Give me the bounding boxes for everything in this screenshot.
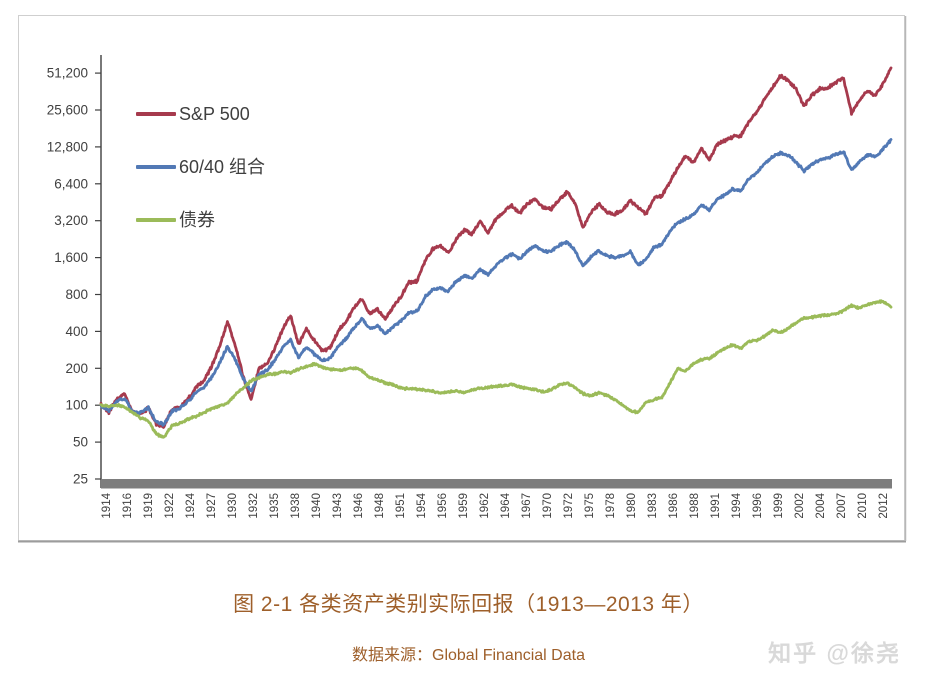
legend-label-6040: 60/40 组合 xyxy=(179,157,266,177)
legend-swatch-6040 xyxy=(136,165,176,169)
legend-row-6040: 60/40 组合 xyxy=(136,156,265,178)
legend-row-sp500: S&P 500 xyxy=(136,103,265,125)
watermark-zhihu: 知乎 @徐尧 xyxy=(768,640,901,666)
y-tick-label: 800 xyxy=(65,287,88,302)
series-line-0 xyxy=(99,66,893,429)
x-tick-label: 1914 xyxy=(101,492,113,518)
legend-swatch-bonds xyxy=(136,218,176,222)
y-tick-label: 50 xyxy=(73,435,88,450)
y-tick-label: 400 xyxy=(65,324,88,339)
legend-label-bonds: 债券 xyxy=(179,210,215,230)
x-tick-label: 1938 xyxy=(290,493,302,519)
y-tick-label: 3,200 xyxy=(54,213,88,228)
x-tick-label: 1972 xyxy=(563,493,575,519)
x-tick-label: 1975 xyxy=(584,493,596,519)
chart-legend: S&P 500 60/40 组合 债券 xyxy=(136,103,265,231)
y-tick-label: 1,600 xyxy=(54,250,88,265)
x-axis-bar xyxy=(101,479,892,489)
x-tick-label: 1927 xyxy=(206,493,218,519)
figure-caption: 图 2-1 各类资产类别实际回报（1913—2013 年） xyxy=(233,593,704,616)
x-tick-label: 1930 xyxy=(227,493,239,519)
x-tick-label: 1946 xyxy=(353,493,365,519)
y-tick-label: 25 xyxy=(73,472,88,487)
x-tick-label: 1991 xyxy=(710,493,722,519)
x-tick-label: 1996 xyxy=(752,493,764,519)
x-tick-label: 1980 xyxy=(626,493,638,519)
x-tick-label: 1986 xyxy=(668,493,680,519)
x-tick-label: 1999 xyxy=(773,493,785,519)
y-tick-label: 100 xyxy=(65,398,88,413)
x-tick-label: 1967 xyxy=(521,493,533,519)
x-tick-label: 2010 xyxy=(857,493,869,519)
y-tick-label: 51,200 xyxy=(47,66,88,81)
chart-svg: 25 50 100 200 400 800 1,600 3,200 6,400 12,800 25,… xyxy=(18,15,907,543)
x-tick-label: 1962 xyxy=(479,493,491,519)
series-line-2 xyxy=(99,299,893,439)
x-tick-label: 1948 xyxy=(374,493,386,519)
x-tick-label: 1935 xyxy=(269,493,281,519)
figure-source: 数据来源：Global Financial Data xyxy=(352,647,585,664)
x-tick-label: 1970 xyxy=(542,493,554,519)
x-tick-label: 1959 xyxy=(458,493,470,519)
x-tick-label: 1951 xyxy=(395,493,407,519)
x-tick-label: 1956 xyxy=(437,493,449,519)
legend-row-bonds: 债券 xyxy=(136,209,265,231)
y-tick-label: 25,600 xyxy=(47,103,88,118)
y-tick-label: 6,400 xyxy=(54,176,88,191)
x-tick-label: 1916 xyxy=(122,493,134,519)
legend-label-sp500: S&P 500 xyxy=(179,104,250,124)
x-tick-label: 1964 xyxy=(500,492,512,518)
x-tick-label: 1978 xyxy=(605,493,617,519)
x-tick-label: 1922 xyxy=(164,493,176,519)
x-tick-label: 2002 xyxy=(794,493,806,519)
x-tick-label: 1983 xyxy=(647,493,659,519)
y-tick-label: 200 xyxy=(65,361,88,376)
x-tick-label: 1954 xyxy=(416,492,428,518)
x-tick-label: 2004 xyxy=(815,492,827,518)
legend-swatch-sp500 xyxy=(136,112,176,116)
x-tick-label: 2012 xyxy=(878,493,890,519)
x-tick-label: 1932 xyxy=(248,493,260,519)
x-tick-label: 1943 xyxy=(332,493,344,519)
x-tick-label: 1994 xyxy=(731,492,743,518)
x-tick-label: 1924 xyxy=(185,492,197,518)
x-tick-label: 1940 xyxy=(311,493,323,519)
x-tick-label: 2007 xyxy=(836,493,848,519)
y-tick-label: 12,800 xyxy=(47,139,88,154)
series-line-1 xyxy=(99,138,893,427)
x-tick-label: 1988 xyxy=(689,493,701,519)
x-tick-label: 1919 xyxy=(143,493,155,519)
